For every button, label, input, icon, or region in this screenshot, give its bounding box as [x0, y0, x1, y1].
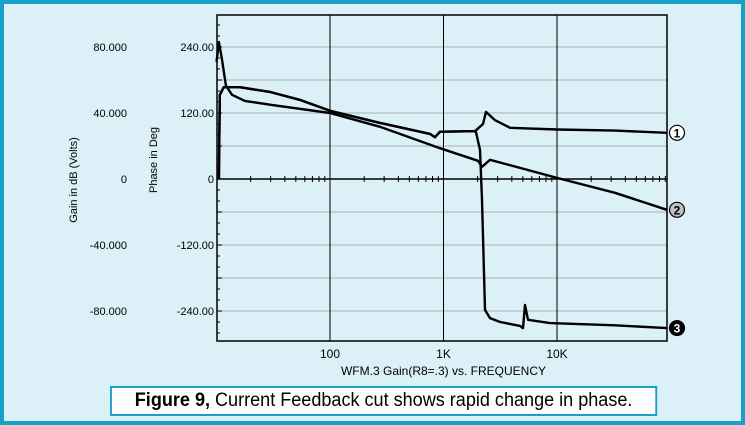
series-marker-3: [668, 319, 686, 337]
x-tick-label: 100: [320, 347, 340, 361]
gain-tick-label: 80.000: [93, 42, 127, 54]
bode-plot: 100 1K 10K 240.00 120.00 0 -120.00 -240.00 80.00…: [68, 14, 686, 378]
x-tick-label: 1K: [436, 347, 451, 361]
caption-bold: Figure 9,: [134, 390, 211, 411]
caption-text: Current Feedback cut shows rapid change …: [210, 390, 633, 411]
gain-tick-label: -80.000: [90, 306, 127, 318]
phase-tick-label: 0: [208, 174, 214, 186]
plot-border: [216, 14, 668, 342]
phase-tick-label: -240.00: [177, 306, 214, 318]
gain-tick-label: -40.000: [90, 240, 127, 252]
x-axis-title: WFM.3 Gain(R8=.3) vs. FREQUENCY: [341, 364, 546, 378]
phase-tick-label: 240.00: [180, 42, 214, 54]
gain-tick-label: 0: [121, 174, 127, 186]
series-line-2: [215, 40, 668, 211]
series-marker-label: 1: [674, 126, 681, 140]
series-line-1: [217, 86, 667, 180]
series-marker-1: [668, 124, 686, 141]
gain-tick-label: 40.000: [93, 108, 127, 120]
series-line-3: [217, 86, 667, 330]
x-tick-label: 10K: [546, 347, 567, 361]
series-marker-2: [668, 201, 686, 218]
chart-frame: 100 1K 10K 240.00 120.00 0 -120.00 -240.00 80.00…: [4, 4, 741, 421]
phase-tick-label: -120.00: [177, 240, 214, 252]
gain-axis-title: Gain in dB (Volts): [68, 137, 80, 223]
phase-axis-title: Phase in Deg: [148, 127, 160, 193]
series-marker-label: 2: [674, 203, 681, 217]
figure-caption: Figure 9, Current Feedback cut shows rap…: [110, 386, 658, 416]
phase-tick-label: 120.00: [180, 108, 214, 120]
series-marker-label: 3: [674, 322, 681, 336]
